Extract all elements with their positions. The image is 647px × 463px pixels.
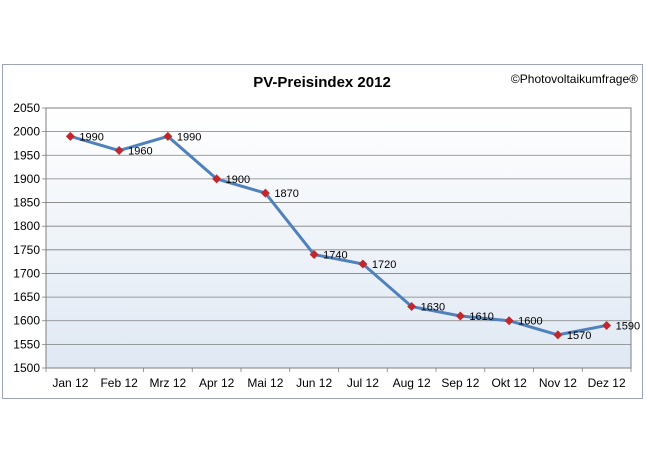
y-tick-label: 1800 xyxy=(13,219,40,233)
x-tick-label: Jan 12 xyxy=(52,376,88,390)
y-tick-label: 1850 xyxy=(13,196,40,210)
chart-title: PV-Preisindex 2012 xyxy=(253,74,391,91)
y-tick-label: 1500 xyxy=(13,361,40,375)
data-point-marker xyxy=(553,330,563,340)
y-tick-label: 1900 xyxy=(13,172,40,186)
y-tick-label: 1650 xyxy=(13,290,40,304)
data-point-marker xyxy=(309,250,319,260)
x-axis-ticks: Jan 12 Feb 12 Mrz 12 Apr 12 Mai 12 Jun 12 Jul … xyxy=(45,368,632,390)
x-tick-label: Okt 12 xyxy=(491,376,527,390)
y-tick-label: 2000 xyxy=(13,125,40,139)
x-tick-label: Nov 12 xyxy=(539,376,577,390)
x-tick-label: Sep 12 xyxy=(441,376,479,390)
chart-frame xyxy=(2,64,643,399)
x-tick-label: Jun 12 xyxy=(296,376,332,390)
x-tick-label: Mrz 12 xyxy=(150,376,187,390)
y-tick-label: 2050 xyxy=(13,101,40,115)
series-line xyxy=(69,134,607,337)
x-tick-label: Aug 12 xyxy=(393,376,431,390)
data-point-marker xyxy=(504,316,514,326)
data-point-marker xyxy=(260,188,270,198)
data-label: 1960 xyxy=(128,146,152,158)
x-tick-label: Jul 12 xyxy=(347,376,379,390)
data-label: 1600 xyxy=(518,316,542,328)
data-point-marker xyxy=(407,302,417,312)
data-point-marker xyxy=(212,174,222,184)
x-tick-label: Mai 12 xyxy=(247,376,283,390)
x-tick-label: Apr 12 xyxy=(199,376,235,390)
y-axis-ticks: 1500 1550 1600 1650 1700 1750 1800 1850 1900 1950… xyxy=(13,101,46,375)
data-point-marker xyxy=(602,320,612,330)
gridlines xyxy=(46,107,631,369)
data-label: 1990 xyxy=(79,131,103,143)
y-tick-label: 1550 xyxy=(13,337,40,351)
data-point-marker xyxy=(163,131,173,141)
y-tick-label: 1750 xyxy=(13,243,40,257)
data-point-marker xyxy=(358,259,368,269)
data-label: 1740 xyxy=(323,250,347,262)
data-point-marker xyxy=(114,146,124,156)
copyright-notice: ©Photovoltaikumfrage® xyxy=(511,72,638,86)
data-label: 1900 xyxy=(226,174,250,186)
data-label: 1720 xyxy=(372,259,396,271)
x-tick-label: Feb 12 xyxy=(100,376,138,390)
y-tick-label: 1600 xyxy=(13,314,40,328)
data-point-marker xyxy=(455,311,465,321)
data-label: 1990 xyxy=(177,131,201,143)
data-label: 1570 xyxy=(567,330,591,342)
x-tick-label: Dez 12 xyxy=(588,376,626,390)
data-label: 1590 xyxy=(616,320,640,332)
y-tick-label: 1700 xyxy=(13,266,40,280)
data-label: 1870 xyxy=(274,188,298,200)
data-label: 1610 xyxy=(469,311,493,323)
y-tick-label: 1950 xyxy=(13,148,40,162)
data-point-marker xyxy=(65,131,75,141)
data-label: 1630 xyxy=(421,302,445,314)
series-layer: 1990 1960 1990 1900 1870 1740 1720 1630 1610 1600… xyxy=(65,131,640,342)
